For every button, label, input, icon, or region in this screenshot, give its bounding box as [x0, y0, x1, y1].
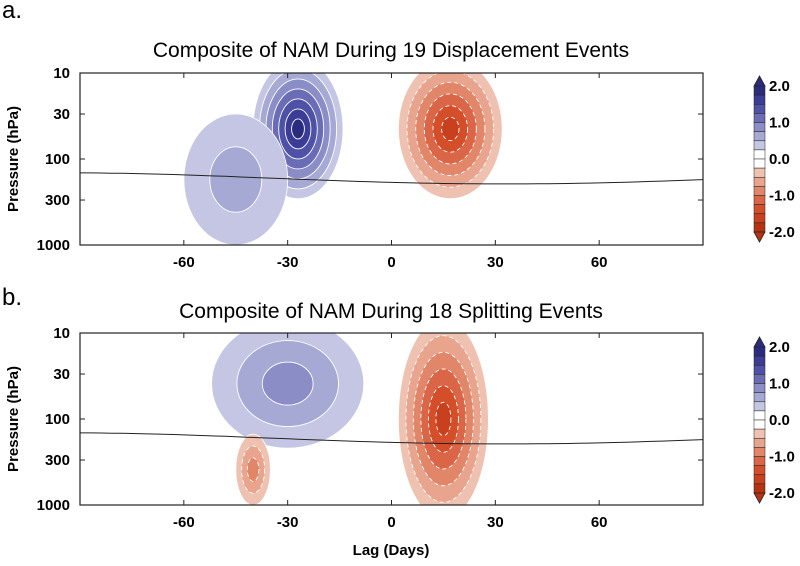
contour-band: [291, 118, 305, 140]
panel-a-y-axis-label: Pressure (hPa): [5, 106, 22, 212]
x-tick-label: -60: [173, 254, 195, 271]
panel-a-x-ticks: -60 -30 0 30 60: [173, 73, 608, 271]
panel-a-title: Composite of NAM During 19 Displacement …: [153, 39, 629, 62]
colorbar-segment: [753, 474, 766, 485]
colorbar-segment: [753, 167, 766, 178]
colorbar-min-arrow: [753, 231, 766, 243]
colorbar-label: -1.0: [769, 449, 795, 466]
colorbar-b: 2.0 1.0 0.0 -1.0 -2.0: [753, 336, 795, 504]
colorbar-min-arrow: [753, 492, 766, 504]
panel-b-tropopause-line: [80, 432, 704, 445]
colorbar-segment: [753, 113, 766, 123]
x-tick-label: 0: [387, 514, 395, 531]
panel-b: b. Composite of NAM During 18 Splitting …: [2, 284, 704, 559]
y-tick-label: 100: [45, 151, 70, 168]
x-tick-label: 30: [487, 514, 504, 531]
contour-band: [441, 116, 460, 142]
panel-a-tropopause-line: [80, 172, 704, 185]
colorbar-segment: [753, 85, 766, 96]
x-tick-label: 60: [591, 254, 608, 271]
y-tick-label: 10: [53, 325, 70, 342]
colorbar-segment: [753, 447, 766, 457]
contour-band: [246, 457, 260, 482]
panel-b-y-ticks: 10 30 100 300 1000: [37, 325, 703, 514]
contour-band: [261, 361, 314, 406]
panel-b-field: [211, 333, 489, 505]
colorbar-segment: [753, 131, 766, 141]
colorbar-segment: [753, 122, 766, 132]
panel-b-title: Composite of NAM During 18 Splitting Eve…: [179, 300, 603, 323]
colorbar-segment: [753, 149, 766, 160]
colorbar-segment: [753, 204, 766, 214]
colorbar-a: 2.0 1.0 0.0 -1.0 -2.0: [753, 75, 795, 243]
x-tick-label: 0: [387, 254, 395, 271]
colorbar-segment: [753, 410, 766, 421]
colorbar-max-arrow: [753, 336, 766, 348]
colorbar-segment: [753, 401, 766, 412]
colorbar-segment: [753, 213, 766, 224]
colorbar-segment: [753, 392, 766, 402]
colorbar-segment: [753, 438, 766, 448]
x-tick-label: -30: [277, 514, 299, 531]
colorbar-label: -1.0: [769, 188, 795, 205]
panel-a: a. Composite of NAM During 19 Displaceme…: [2, 0, 704, 271]
x-axis-label: Lag (Days): [353, 542, 430, 559]
colorbar-segment: [753, 428, 766, 439]
panel-b-x-ticks: -60 -30 0 30 60: [173, 333, 608, 531]
colorbar-label: -2.0: [769, 485, 795, 502]
x-tick-label: 60: [591, 514, 608, 531]
y-tick-label: 300: [45, 192, 70, 209]
colorbar-label: -2.0: [769, 224, 795, 241]
colorbar-segment: [753, 177, 766, 187]
colorbar-segment: [753, 195, 766, 205]
panel-b-letter: b.: [2, 284, 22, 311]
contour-band: [209, 146, 263, 213]
y-tick-label: 300: [45, 452, 70, 469]
colorbar-segment: [753, 104, 766, 114]
y-tick-label: 1000: [37, 237, 70, 254]
panel-b-y-axis-label: Pressure (hPa): [5, 366, 22, 472]
y-tick-label: 10: [53, 65, 70, 82]
colorbar-segment: [753, 140, 766, 151]
colorbar-segment: [753, 456, 766, 466]
colorbar-label: 0.0: [769, 151, 790, 168]
panel-a-frame: [79, 72, 704, 246]
colorbar-segment: [753, 346, 766, 357]
colorbar-segment: [753, 383, 766, 393]
colorbar-label: 0.0: [769, 412, 790, 429]
y-tick-label: 30: [53, 366, 70, 383]
colorbar-segment: [753, 374, 766, 384]
y-tick-label: 30: [53, 106, 70, 123]
panel-a-y-ticks: 10 30 100 300 1000: [37, 65, 703, 254]
x-tick-label: -30: [277, 254, 299, 271]
panel-a-letter: a.: [2, 0, 22, 24]
colorbar-segment: [753, 222, 766, 233]
colorbar-segment: [753, 465, 766, 475]
contour-band: [435, 401, 452, 437]
colorbar-segment: [753, 94, 766, 105]
colorbar-segment: [753, 158, 766, 169]
colorbar-max-arrow: [753, 75, 766, 87]
colorbar-label: 2.0: [769, 78, 790, 95]
panel-a-field: [183, 73, 503, 245]
y-tick-label: 1000: [37, 497, 70, 514]
colorbar-segment: [753, 419, 766, 430]
y-tick-label: 100: [45, 411, 70, 428]
x-tick-label: -60: [173, 514, 195, 531]
colorbar-segment: [753, 483, 766, 494]
panel-b-frame: [79, 332, 704, 506]
x-tick-label: 30: [487, 254, 504, 271]
colorbar-label: 2.0: [769, 339, 790, 356]
colorbar-segment: [753, 186, 766, 196]
colorbar-segment: [753, 365, 766, 375]
colorbar-segment: [753, 355, 766, 366]
colorbar-label: 1.0: [769, 376, 790, 393]
colorbar-label: 1.0: [769, 115, 790, 132]
